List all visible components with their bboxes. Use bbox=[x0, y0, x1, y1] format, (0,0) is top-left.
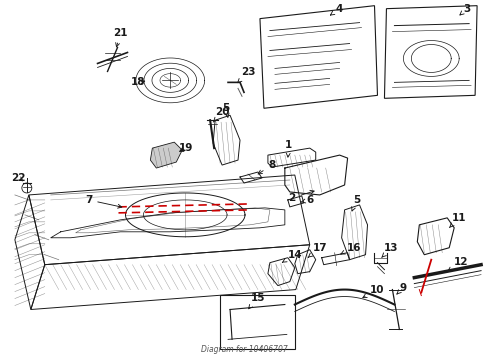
Text: 20: 20 bbox=[213, 107, 229, 122]
Text: 5: 5 bbox=[351, 195, 360, 211]
Text: Diagram for 10406707: Diagram for 10406707 bbox=[200, 345, 287, 354]
Text: 11: 11 bbox=[448, 213, 466, 228]
Text: 16: 16 bbox=[340, 243, 360, 254]
Text: 17: 17 bbox=[307, 243, 326, 257]
Text: 4: 4 bbox=[330, 4, 343, 15]
Text: 2: 2 bbox=[287, 190, 313, 203]
Text: 23: 23 bbox=[237, 67, 255, 83]
Bar bbox=[220, 294, 294, 349]
Text: 7: 7 bbox=[85, 195, 122, 208]
Text: 18: 18 bbox=[131, 77, 145, 87]
Text: 15: 15 bbox=[248, 293, 264, 309]
Text: 22: 22 bbox=[12, 173, 26, 183]
Text: 14: 14 bbox=[282, 250, 302, 262]
Text: 8: 8 bbox=[258, 160, 275, 174]
Text: 1: 1 bbox=[285, 140, 292, 157]
Text: 6: 6 bbox=[300, 195, 313, 205]
Text: 13: 13 bbox=[381, 243, 398, 257]
Text: 21: 21 bbox=[113, 28, 127, 47]
Text: 5: 5 bbox=[222, 103, 229, 117]
Text: 10: 10 bbox=[362, 284, 384, 298]
Text: 3: 3 bbox=[459, 4, 470, 15]
Text: 9: 9 bbox=[396, 283, 406, 294]
Text: 12: 12 bbox=[447, 257, 468, 271]
Text: 19: 19 bbox=[179, 143, 193, 153]
Polygon shape bbox=[150, 142, 182, 168]
